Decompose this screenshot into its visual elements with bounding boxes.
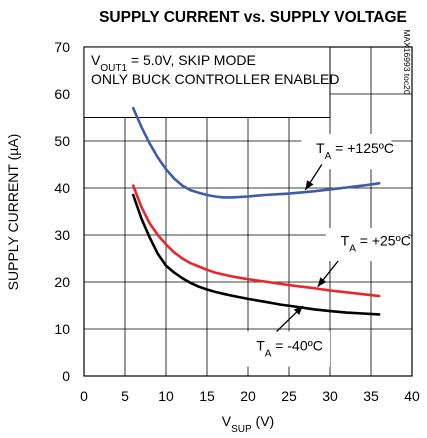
conditions-box xyxy=(83,46,331,118)
condition-line: VOUT1 = 5.0V, SKIP MODE xyxy=(91,52,256,74)
series-line xyxy=(131,193,381,316)
annotation-backdrop xyxy=(301,133,392,170)
series-label: TA = -40ºC xyxy=(256,338,323,360)
figure-id-label: MAX16993 toc20 xyxy=(402,29,412,94)
annotation-arrowhead xyxy=(293,306,303,315)
x-tick-label: 5 xyxy=(121,388,129,404)
condition-line: ONLY BUCK CONTROLLER ENABLED xyxy=(91,71,339,87)
x-tick-label: 15 xyxy=(199,388,215,404)
annotation-backdrop xyxy=(325,227,408,261)
y-tick-label: 0 xyxy=(62,368,70,384)
series-lines xyxy=(131,106,381,316)
x-tick-label: 0 xyxy=(80,388,88,404)
x-tick-label: 10 xyxy=(158,388,174,404)
y-tick-label: 50 xyxy=(54,133,70,149)
x-tick-label: 25 xyxy=(281,388,297,404)
annotation-backdrop xyxy=(239,331,330,367)
y-tick-label: 10 xyxy=(54,321,70,337)
series-line xyxy=(131,184,381,298)
y-tick-label: 40 xyxy=(54,180,70,196)
chart-title: SUPPLY CURRENT vs. SUPPLY VOLTAGE xyxy=(99,9,407,26)
x-tick-labels: 0 5 10 15 20 25 30 35 40 xyxy=(80,388,420,404)
x-tick-label: 30 xyxy=(322,388,338,404)
y-axis-label: SUPPLY CURRENT (µA) xyxy=(5,134,21,291)
y-tick-label: 30 xyxy=(54,227,70,243)
x-axis-label: VSUP (V) xyxy=(222,413,274,435)
series-line xyxy=(131,106,381,199)
x-tick-label: 35 xyxy=(363,388,379,404)
series-label: TA = +125ºC xyxy=(316,140,394,162)
annotation-arrowhead xyxy=(305,180,314,190)
y-tick-label: 20 xyxy=(54,274,70,290)
y-tick-label: 70 xyxy=(54,39,70,55)
x-tick-label: 40 xyxy=(404,388,420,404)
series-annotations: TA = +125ºC TA = +25ºC TA = -40ºC xyxy=(239,133,411,367)
y-tick-label: 60 xyxy=(54,86,70,102)
annotation-arrowhead xyxy=(317,277,327,287)
series-label: TA = +25ºC xyxy=(341,232,411,254)
x-tick-label: 20 xyxy=(240,388,256,404)
y-tick-labels: 0 10 20 30 40 50 60 70 xyxy=(54,39,70,384)
